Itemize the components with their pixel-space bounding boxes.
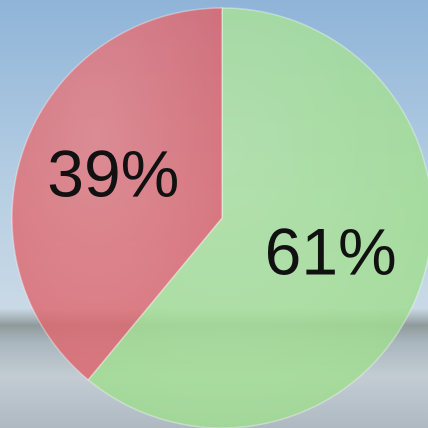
- slice-gloss: [11, 8, 222, 380]
- value-label: 61%: [265, 215, 397, 289]
- pie: [11, 7, 428, 428]
- pie-labels: 61% 39%: [47, 136, 396, 288]
- slice-gloss: [88, 8, 428, 428]
- value-label: 39%: [47, 136, 179, 210]
